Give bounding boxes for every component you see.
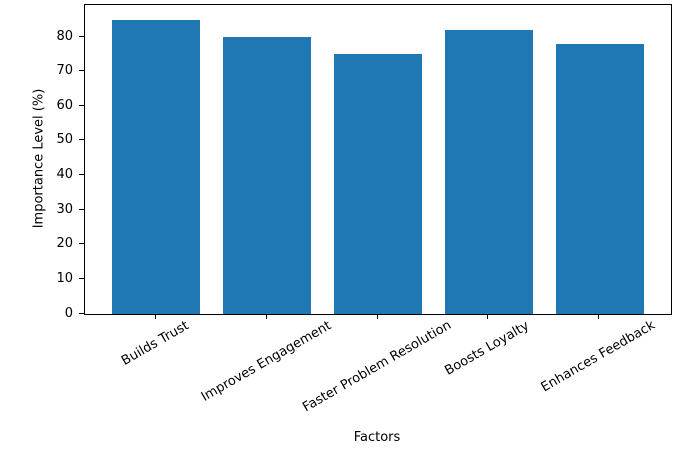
x-tick-label-enhances-feedback: Enhances Feedback (539, 318, 659, 396)
bar-enhances-feedback (555, 43, 645, 314)
plot-area (84, 4, 672, 315)
y-tick-mark (79, 243, 84, 245)
y-tick-label: 10 (56, 270, 73, 286)
y-tick-mark (79, 312, 84, 314)
x-tick-label-improves-engagement: Improves Engagement (198, 317, 334, 405)
y-tick-mark (79, 174, 84, 175)
x-tick-mark (598, 314, 600, 319)
x-tick-mark (265, 314, 267, 319)
x-tick-label-builds-trust: Builds Trust (118, 317, 192, 369)
y-tick-mark (79, 208, 84, 210)
x-tick-mark (376, 314, 378, 319)
x-tick-mark (487, 314, 489, 319)
x-tick-label-boosts-loyalty: Boosts Loyalty (442, 318, 533, 379)
y-tick-label: 40 (56, 167, 73, 182)
bar-boosts-loyalty (444, 30, 534, 314)
y-tick-mark (79, 35, 84, 37)
x-axis-label: Factors (353, 430, 401, 445)
y-tick-label: 20 (56, 236, 73, 252)
y-tick-label: 30 (56, 201, 73, 217)
y-tick-label: 60 (56, 97, 73, 113)
y-tick-mark (79, 139, 84, 141)
y-tick-label: 0 (64, 305, 73, 321)
bar-faster-problem-resolution (333, 54, 423, 314)
bar-builds-trust (111, 19, 201, 314)
y-tick-label: 80 (56, 28, 73, 44)
y-tick-label: 70 (56, 63, 73, 79)
y-tick-mark (79, 104, 84, 106)
bar-improves-engagement (222, 37, 312, 314)
y-tick-mark (79, 277, 84, 279)
x-tick-mark (154, 314, 156, 319)
y-tick-mark (79, 70, 84, 72)
y-tick-label: 50 (56, 132, 73, 148)
